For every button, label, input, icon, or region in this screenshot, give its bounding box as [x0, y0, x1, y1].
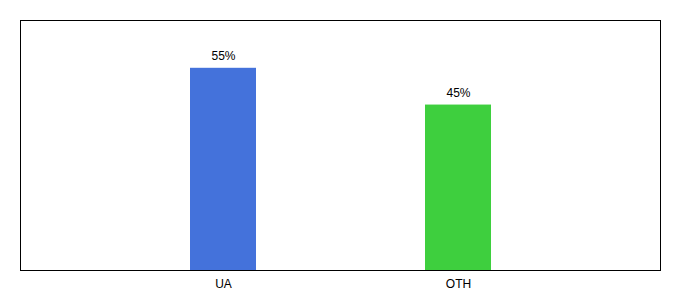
svg-text:45%: 45% — [446, 86, 470, 100]
svg-text:55%: 55% — [211, 49, 235, 63]
svg-text:OTH: OTH — [446, 277, 471, 291]
svg-text:UA: UA — [215, 277, 232, 291]
